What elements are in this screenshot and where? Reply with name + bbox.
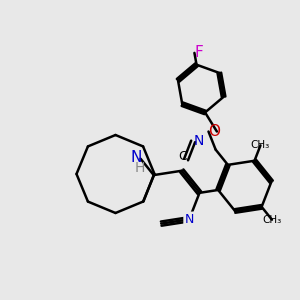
Text: F: F (194, 45, 203, 60)
Text: N: N (193, 134, 204, 148)
Text: CH₃: CH₃ (262, 215, 282, 225)
Text: O: O (208, 124, 220, 139)
Text: C: C (179, 150, 188, 163)
Text: N: N (130, 150, 142, 165)
Text: H: H (135, 161, 145, 175)
Text: N: N (184, 213, 194, 226)
Text: CH₃: CH₃ (251, 140, 270, 150)
